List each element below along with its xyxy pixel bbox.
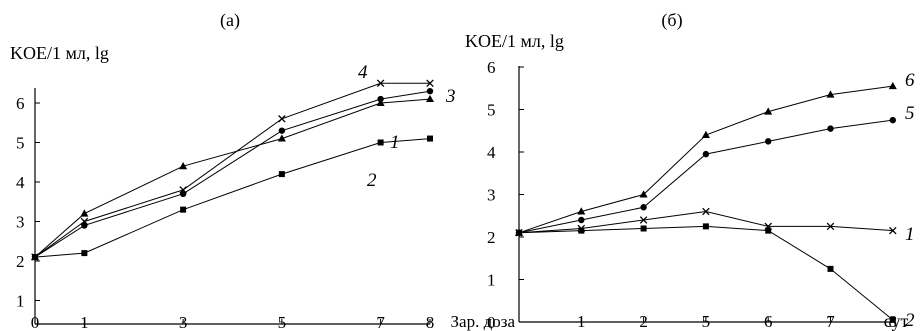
data-point-a-2 [180,206,187,213]
series-label-a-3: 3 [445,86,456,107]
data-point-a-3 [376,98,385,106]
series-labels-b: 6 5 1 2 [905,70,915,331]
y-tick-label: 1 [487,271,496,290]
series-line-a-1 [34,90,431,258]
data-point-b-6 [888,81,897,90]
y-tick-label: 1 [16,292,25,311]
x-tick-label: 5 [702,312,711,331]
y-tick-label: 4 [16,173,25,192]
x-tick-label: 2 [639,312,648,331]
x-tick-label: 7 [376,313,385,331]
y-axis-title-b: KOE/1 мл, lg [465,31,564,51]
data-point-b-2 [765,227,772,234]
data-point-a-4 [179,186,187,194]
x-tick-label: 7 [826,312,835,331]
y-tick-label: 0 [487,313,496,331]
x-axis-title-b: сут [884,311,909,331]
data-point-b-6 [826,90,835,98]
series-label-a-4: 4 [358,62,368,83]
series-markers-b [515,81,897,323]
series-label-a-2: 2 [367,170,377,191]
data-point-a-2 [278,171,285,178]
data-point-a-1 [426,87,434,95]
y-tick-label: 6 [16,94,25,113]
data-point-a-3 [179,162,188,170]
y-tick-label: 5 [487,101,496,120]
data-point-b-2 [889,316,896,323]
series-labels-a: 4 3 1 2 [358,62,456,191]
data-point-a-4 [376,79,385,88]
x-tick-label: 5 [278,313,287,331]
data-point-b-2 [578,227,585,234]
series-lines-b [518,85,894,321]
data-point-b-2 [827,265,834,272]
panel-label-a: (a) [220,10,240,31]
y-tick-label: 2 [16,252,25,271]
y-tick-label: 3 [487,186,496,205]
series-line-b-1 [518,210,893,234]
series-line-b-2 [518,225,894,321]
data-point-b-1 [702,207,710,216]
x-tick-label: 1 [80,313,89,331]
data-point-b-1 [639,216,648,224]
x-tick-label: Зар. доза [451,312,516,331]
data-point-b-2 [640,225,647,232]
series-label-a-1: 1 [390,132,400,153]
data-point-a-4 [80,217,89,226]
series-line-a-3 [34,98,431,258]
data-point-b-1 [889,226,897,235]
series-label-b-1: 1 [905,224,915,245]
data-point-b-5 [702,150,710,158]
y-tick-label: 4 [487,143,496,162]
data-point-b-6 [577,207,586,215]
data-point-b-6 [515,228,523,236]
x-tick-label: 8 [426,313,435,331]
x-tick-label: 1 [577,312,586,331]
x-tick-label: 3 [179,313,188,331]
y-tick-label: 3 [16,213,25,232]
y-tick-label: 5 [16,134,25,153]
data-point-a-2 [427,135,433,142]
series-markers-a [31,79,434,261]
data-point-a-1 [278,127,286,134]
data-point-b-5 [640,204,647,211]
data-point-b-5 [827,125,834,132]
series-line-a-4 [34,82,430,258]
data-point-b-5 [578,216,585,224]
data-point-a-4 [31,253,39,261]
data-point-b-2 [702,223,709,230]
data-point-b-5 [765,138,772,145]
data-point-a-3 [277,134,286,142]
data-point-b-6 [639,190,648,198]
data-point-a-3 [80,209,89,217]
series-line-a-2 [34,138,431,258]
data-point-b-6 [764,107,773,115]
series-label-b-5: 5 [905,103,915,124]
data-point-b-5 [889,116,896,124]
data-point-a-4 [426,79,434,88]
data-point-a-2 [377,139,384,146]
x-tick-label: 0 [31,313,40,331]
y-tick-label: 6 [487,58,496,77]
data-point-b-6 [701,130,710,138]
x-tick-label: 6 [764,312,773,331]
panel-label-b: (б) [661,10,682,31]
data-point-b-1 [826,222,835,231]
series-label-b-6: 6 [905,70,915,91]
data-point-a-3 [426,94,434,103]
y-tick-label: 2 [487,228,496,247]
data-point-a-2 [81,250,88,257]
series-label-b-2: 2 [905,310,915,331]
series-lines-a [34,82,431,258]
data-point-a-4 [278,115,286,123]
y-axis-title-a: KOE/1 мл, lg [10,43,109,63]
